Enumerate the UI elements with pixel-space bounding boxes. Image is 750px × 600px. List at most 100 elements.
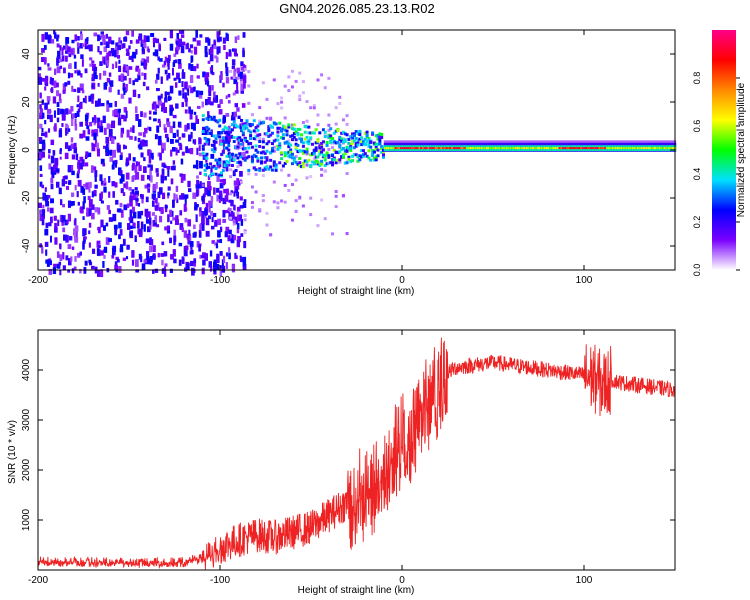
heatmap-cell: [309, 213, 312, 216]
heatmap-cell: [205, 46, 208, 53]
heatmap-cell: [235, 103, 238, 107]
heatmap-cell: [229, 168, 232, 171]
heatmap-cell: [178, 63, 182, 68]
heatmap-cell: [165, 70, 168, 75]
heatmap-cell: [39, 137, 42, 141]
heatmap-cell: [94, 185, 97, 189]
heatmap-cell: [133, 222, 136, 227]
heatmap-cell: [71, 119, 73, 126]
heatmap-cell: [54, 223, 57, 230]
heatmap-cell: [48, 128, 50, 132]
heatmap-cell: [59, 130, 62, 137]
heatmap-cell: [101, 192, 103, 199]
colorbar-tick-label: 0.8: [692, 72, 702, 85]
heatmap-cell: [99, 174, 102, 181]
heatmap-cell: [269, 233, 272, 236]
heatmap-cell: [286, 133, 289, 136]
heatmap-cell: [217, 219, 221, 225]
heatmap-cell: [210, 211, 213, 216]
heatmap-cell: [190, 246, 192, 250]
heatmap-cell: [47, 109, 51, 114]
heatmap-cell: [309, 106, 312, 109]
heatmap-cell: [280, 199, 283, 202]
heatmap-cell: [170, 86, 174, 94]
x-tick-label: 0: [399, 275, 405, 286]
heatmap-cell: [155, 134, 158, 139]
heatmap-cell: [191, 50, 193, 53]
heatmap-cell: [255, 168, 258, 171]
heatmap-cell: [213, 213, 216, 217]
heatmap-cell: [247, 84, 250, 87]
heatmap-cell: [123, 145, 125, 150]
heatmap-cell: [233, 76, 236, 79]
heatmap-cell: [236, 77, 239, 80]
heatmap-cell: [100, 42, 103, 45]
heatmap-cell: [92, 249, 95, 254]
heatmap-cell: [60, 66, 62, 69]
heatmap-cell: [239, 171, 243, 177]
heatmap-cell: [346, 123, 349, 126]
heatmap-cell: [219, 37, 221, 42]
heatmap-cell: [111, 122, 115, 128]
heatmap-cell: [135, 235, 137, 242]
heatmap-cell: [54, 237, 57, 244]
heatmap-cell: [236, 146, 239, 149]
heatmap-cell: [41, 57, 44, 62]
heatmap-cell: [42, 78, 45, 82]
heatmap-cell: [128, 45, 130, 49]
heatmap-cell: [121, 210, 123, 213]
heatmap-cell: [316, 155, 319, 158]
heatmap-cell: [61, 51, 63, 55]
heatmap-cell: [122, 43, 125, 48]
heatmap-cell: [236, 212, 239, 215]
heatmap-cell: [117, 145, 121, 153]
heatmap-cell: [108, 176, 110, 183]
heatmap-cell: [48, 154, 50, 158]
heatmap-cell: [126, 111, 128, 119]
heatmap-cell: [167, 58, 171, 63]
heatmap-cell: [244, 231, 247, 234]
heatmap-cell: [300, 138, 303, 141]
heatmap-cell: [179, 260, 182, 266]
heatmap-cell: [231, 153, 234, 156]
heatmap-cell: [191, 59, 193, 63]
heatmap-cell: [202, 224, 205, 231]
heatmap-cell: [54, 32, 56, 38]
heatmap-cell: [85, 96, 87, 104]
heatmap-cell: [181, 102, 184, 107]
heatmap-cell: [173, 133, 176, 138]
heatmap-cell: [126, 256, 128, 259]
heatmap-cell: [188, 48, 191, 52]
heatmap-cell: [199, 145, 201, 151]
heatmap-cell: [369, 140, 372, 143]
heatmap-cell: [240, 119, 243, 122]
heatmap-cell: [278, 146, 281, 149]
heatmap-cell: [117, 259, 120, 263]
heatmap-cell: [331, 232, 334, 235]
heatmap-cell: [173, 121, 176, 128]
heatmap-cell: [85, 182, 88, 189]
heatmap-cell: [320, 160, 323, 163]
heatmap-cell: [71, 49, 74, 54]
heatmap-cell: [245, 151, 248, 154]
heatmap-cell: [141, 195, 143, 200]
heatmap-cell: [222, 128, 225, 131]
heatmap-cell: [271, 149, 274, 152]
y-tick-label: 1000: [21, 508, 32, 531]
heatmap-cell: [220, 143, 223, 146]
heatmap-cell: [88, 260, 91, 264]
heatmap-cell: [320, 168, 323, 171]
heatmap-cell: [353, 134, 356, 137]
heatmap-cell: [316, 114, 319, 117]
heatmap-cell: [240, 143, 243, 146]
heatmap-cell: [233, 191, 235, 196]
heatmap-cell: [182, 195, 185, 199]
heatmap-cell: [93, 33, 97, 37]
heatmap-cell: [56, 90, 59, 96]
heatmap-cell: [211, 196, 214, 201]
heatmap-cell: [227, 161, 230, 164]
heatmap-cell: [210, 267, 212, 271]
heatmap-cell: [202, 196, 205, 202]
heatmap-cell: [232, 59, 235, 65]
heatmap-cell: [313, 162, 316, 165]
